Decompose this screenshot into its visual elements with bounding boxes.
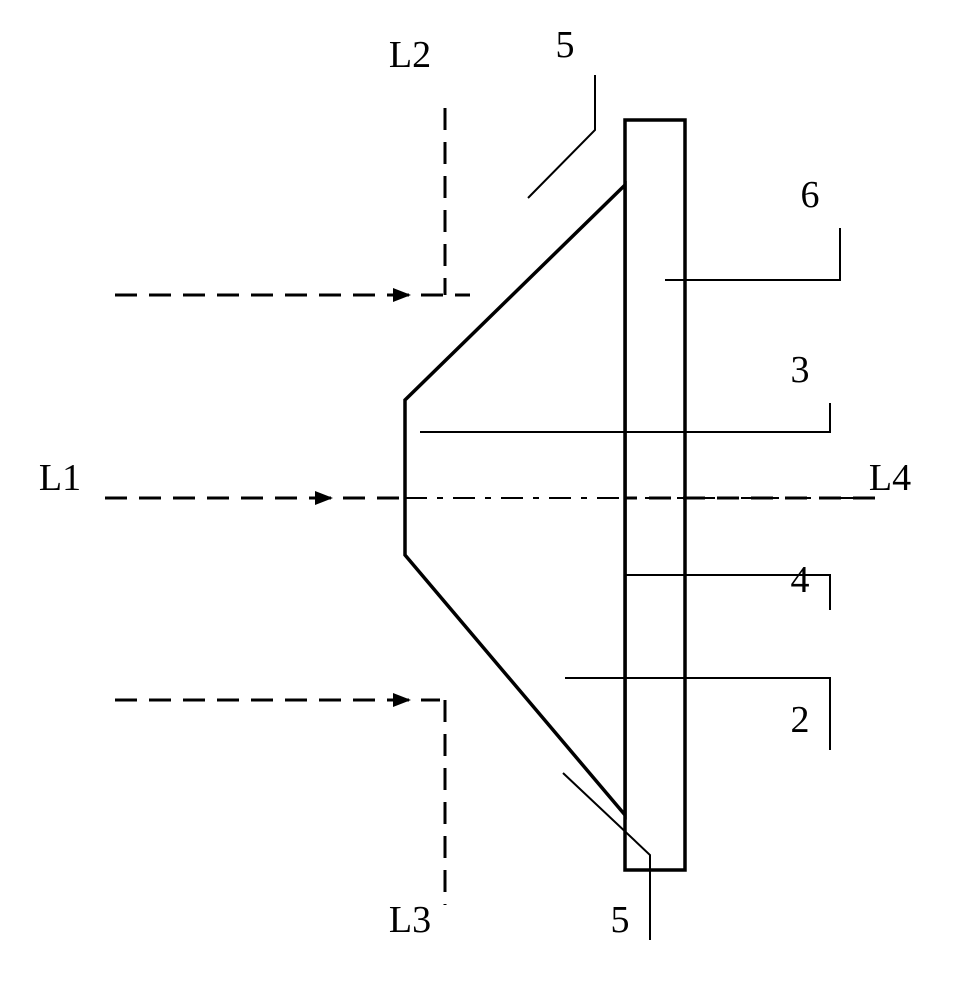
- engineering-diagram: [0, 0, 967, 1000]
